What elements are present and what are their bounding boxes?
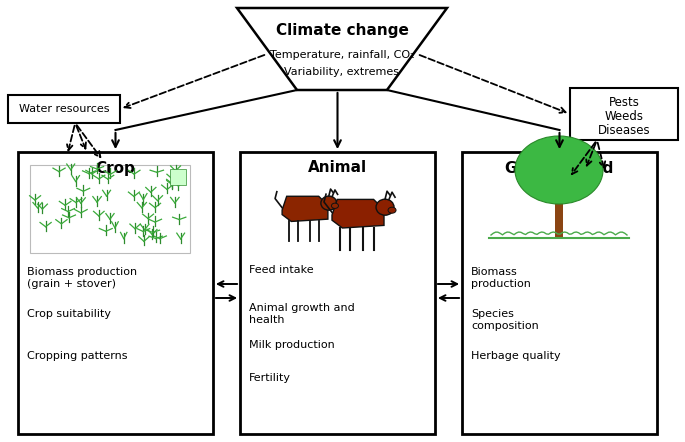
Text: Feed intake: Feed intake xyxy=(249,265,314,275)
Text: Milk production: Milk production xyxy=(249,340,335,350)
Bar xyxy=(170,169,186,185)
Bar xyxy=(570,88,678,140)
Text: Weeds: Weeds xyxy=(604,110,643,122)
Text: Grazing land: Grazing land xyxy=(506,160,614,175)
Text: Animal: Animal xyxy=(308,160,367,175)
Text: Cropping patterns: Cropping patterns xyxy=(27,351,127,361)
Bar xyxy=(30,165,190,253)
Bar xyxy=(555,190,563,238)
Text: Water resources: Water resources xyxy=(18,104,109,114)
Text: Animal growth and
health: Animal growth and health xyxy=(249,303,355,324)
Ellipse shape xyxy=(388,207,396,213)
Text: Diseases: Diseases xyxy=(598,123,650,137)
Ellipse shape xyxy=(332,203,338,209)
Ellipse shape xyxy=(515,136,603,204)
Polygon shape xyxy=(282,196,328,221)
Text: Crop suitability: Crop suitability xyxy=(27,309,111,319)
Text: Biomass production
(grain + stover): Biomass production (grain + stover) xyxy=(27,267,137,289)
Bar xyxy=(462,152,657,434)
Bar xyxy=(240,152,435,434)
Text: Fertility: Fertility xyxy=(249,373,291,383)
Text: Species
composition: Species composition xyxy=(471,309,538,331)
Text: Herbage quality: Herbage quality xyxy=(471,351,560,361)
Polygon shape xyxy=(332,199,384,228)
Ellipse shape xyxy=(321,196,337,210)
Bar xyxy=(18,152,213,434)
Text: Climate change: Climate change xyxy=(275,23,408,38)
Text: Pests: Pests xyxy=(608,95,639,108)
Text: Biomass
production: Biomass production xyxy=(471,267,531,289)
Text: Crop: Crop xyxy=(96,160,136,175)
Bar xyxy=(8,95,120,123)
Text: Variability, extremes: Variability, extremes xyxy=(284,67,399,77)
Ellipse shape xyxy=(376,199,394,215)
Text: Temperature, rainfall, CO₂: Temperature, rainfall, CO₂ xyxy=(270,50,414,60)
